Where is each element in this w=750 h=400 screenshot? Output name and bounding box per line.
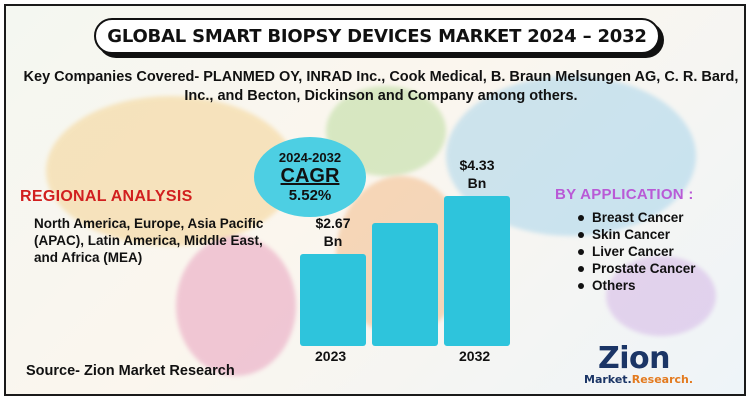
key-companies-text: Key Companies Covered- PLANMED OY, INRAD… — [23, 69, 739, 104]
cagr-bubble: 2024-2032 CAGR 5.52% — [254, 137, 366, 217]
application-item: Liver Cancer — [576, 243, 696, 260]
cagr-label: CAGR — [280, 164, 340, 187]
application-list: Breast Cancer Skin Cancer Liver Cancer P… — [576, 209, 696, 294]
map-oceania — [606, 256, 716, 336]
logo-sub-text: Market.Research. — [584, 373, 693, 386]
cagr-years: 2024-2032 — [278, 149, 342, 165]
map-south-america — [176, 236, 296, 376]
logo-sub-b: Research. — [631, 373, 694, 386]
x-tick-label-1: 2023 — [315, 348, 347, 364]
zion-logo: Zion Market.Research. — [584, 341, 693, 392]
cagr-value: 5.52% — [288, 186, 332, 204]
x-tick-label-3: 2032 — [459, 348, 491, 364]
logo-sub-a: Market. — [584, 373, 632, 386]
chart-bar-1 — [300, 254, 366, 346]
regional-analysis-text: North America, Europe, Asia Pacific (APA… — [34, 216, 264, 265]
bar-value-label-3: $4.33 Bn — [459, 157, 495, 191]
application-item: Others — [576, 277, 696, 294]
regional-analysis-title: REGIONAL ANALYSIS — [20, 188, 193, 205]
infographic-frame: GLOBAL SMART BIOPSY DEVICES MARKET 2024 … — [4, 4, 746, 396]
by-application-title: BY APPLICATION : — [555, 186, 694, 203]
bar-value-label-1: $2.67 Bn — [315, 215, 351, 249]
application-item: Breast Cancer — [576, 209, 696, 226]
application-item: Prostate Cancer — [576, 260, 696, 277]
chart-bar-2 — [372, 223, 438, 346]
page-title: GLOBAL SMART BIOPSY DEVICES MARKET 2024 … — [94, 18, 660, 54]
source-text: Source- Zion Market Research — [26, 363, 235, 379]
application-item: Skin Cancer — [576, 226, 696, 243]
chart-bar-3 — [444, 196, 510, 346]
logo-main-text: Zion — [597, 341, 671, 376]
